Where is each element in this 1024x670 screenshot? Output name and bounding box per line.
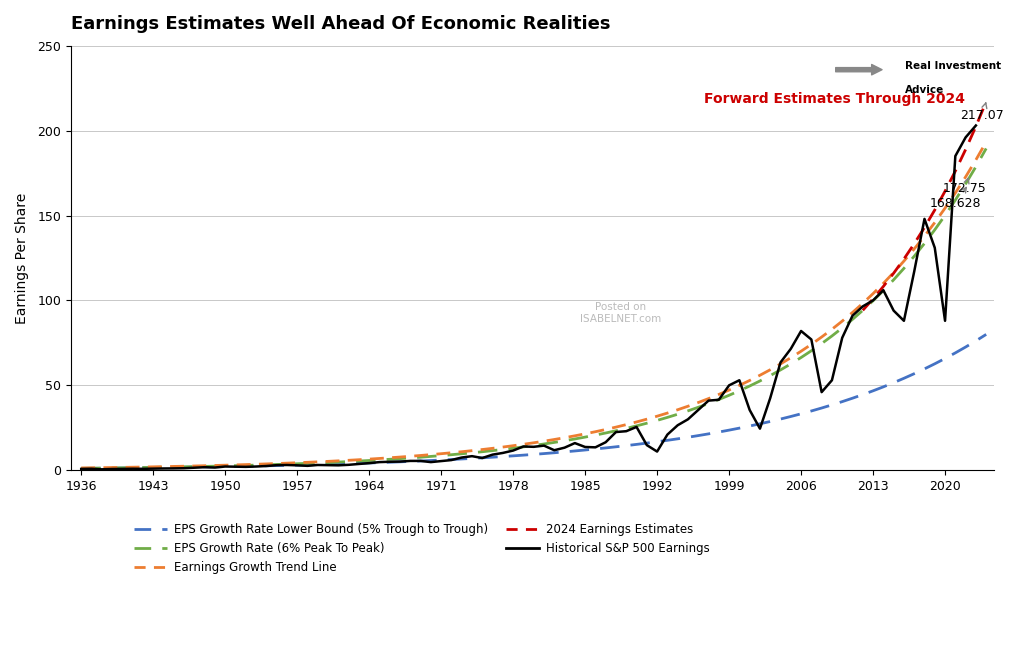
Text: Real Investment: Real Investment [905,61,1000,70]
Historical S&P 500 Earnings [970,121,982,129]
EPS Growth Rate Lower Bound (5% Trough to Trough) [168,464,180,472]
Line: EPS Growth Rate (6% Peak To Peak): EPS Growth Rate (6% Peak To Peak) [81,149,986,468]
2024 Earnings Estimates [949,167,962,175]
EPS Growth Rate (6% Peak To Peak) [538,440,550,448]
Historical S&P 500 Earnings [342,461,354,469]
2024 Earnings Estimates [959,145,972,153]
Line: Historical S&P 500 Earnings: Historical S&P 500 Earnings [81,125,976,469]
2024 Earnings Estimates [908,240,921,248]
Text: 217.07: 217.07 [961,103,1005,122]
Historical S&P 500 Earnings [75,465,87,473]
2024 Earnings Estimates [878,283,890,291]
2024 Earnings Estimates [929,206,941,214]
Y-axis label: Earnings Per Share: Earnings Per Share [15,192,29,324]
Earnings Growth Trend Line [538,437,550,445]
2024 Earnings Estimates [919,223,931,231]
Historical S&P 500 Earnings [919,215,931,223]
EPS Growth Rate (6% Peak To Peak) [75,464,87,472]
EPS Growth Rate (6% Peak To Peak) [168,463,180,471]
EPS Growth Rate (6% Peak To Peak) [188,462,201,470]
EPS Growth Rate Lower Bound (5% Trough to Trough) [425,456,437,464]
Line: Earnings Growth Trend Line: Earnings Growth Trend Line [81,142,986,468]
Historical S&P 500 Earnings [332,462,344,470]
EPS Growth Rate Lower Bound (5% Trough to Trough) [188,463,201,471]
EPS Growth Rate Lower Bound (5% Trough to Trough) [878,383,890,391]
FancyArrowPatch shape [836,64,882,75]
Text: 172.75: 172.75 [943,178,987,195]
EPS Growth Rate Lower Bound (5% Trough to Trough) [538,450,550,458]
Earnings Growth Trend Line [188,462,201,470]
EPS Growth Rate (6% Peak To Peak) [878,287,890,295]
2024 Earnings Estimates [980,98,992,106]
2024 Earnings Estimates [939,187,951,195]
Legend: EPS Growth Rate Lower Bound (5% Trough to Trough), EPS Growth Rate (6% Peak To P: EPS Growth Rate Lower Bound (5% Trough t… [129,519,715,579]
Line: EPS Growth Rate Lower Bound (5% Trough to Trough): EPS Growth Rate Lower Bound (5% Trough t… [81,334,986,468]
2024 Earnings Estimates [898,255,910,263]
Historical S&P 500 Earnings [105,465,118,473]
Line: 2024 Earnings Estimates: 2024 Earnings Estimates [863,102,986,310]
Earnings Growth Trend Line [168,462,180,470]
EPS Growth Rate (6% Peak To Peak) [260,461,272,469]
2024 Earnings Estimates [970,123,982,131]
Earnings Growth Trend Line [260,460,272,468]
EPS Growth Rate (6% Peak To Peak) [980,145,992,153]
Text: Forward Estimates Through 2024: Forward Estimates Through 2024 [703,92,965,106]
2024 Earnings Estimates [857,306,869,314]
Text: Advice: Advice [905,85,944,94]
EPS Growth Rate Lower Bound (5% Trough to Trough) [260,462,272,470]
Text: Earnings Estimates Well Ahead Of Economic Realities: Earnings Estimates Well Ahead Of Economi… [71,15,610,33]
EPS Growth Rate (6% Peak To Peak) [425,452,437,460]
Earnings Growth Trend Line [425,451,437,459]
Text: 168.628: 168.628 [930,188,981,210]
Earnings Growth Trend Line [878,279,890,287]
EPS Growth Rate Lower Bound (5% Trough to Trough) [75,464,87,472]
Earnings Growth Trend Line [75,464,87,472]
EPS Growth Rate Lower Bound (5% Trough to Trough) [980,330,992,338]
Historical S&P 500 Earnings [610,428,623,436]
Earnings Growth Trend Line [980,138,992,146]
Historical S&P 500 Earnings [95,465,108,473]
Historical S&P 500 Earnings [527,443,540,451]
2024 Earnings Estimates [867,295,880,303]
Text: Posted on
ISABELNET.com: Posted on ISABELNET.com [580,302,662,324]
2024 Earnings Estimates [888,269,900,277]
